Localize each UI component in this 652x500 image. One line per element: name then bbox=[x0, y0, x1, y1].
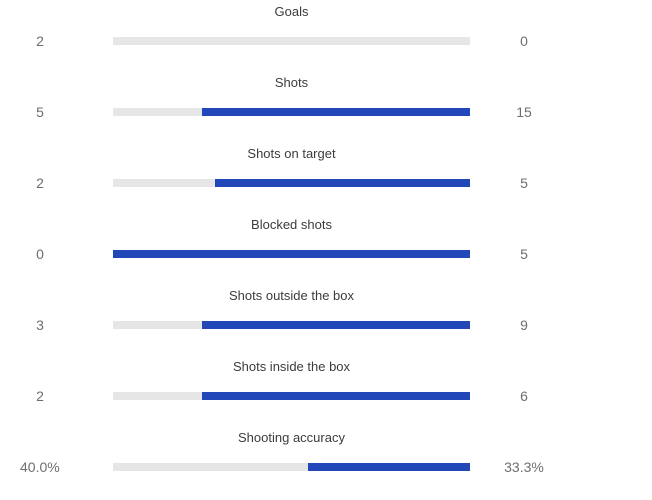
stat-label: Shooting accuracy bbox=[238, 430, 345, 445]
away-value: 9 bbox=[520, 317, 528, 333]
stat-row-goals: Goals 2 0 bbox=[0, 3, 652, 63]
home-value: 2 bbox=[36, 175, 44, 191]
away-value: 5 bbox=[520, 246, 528, 262]
stat-row-shots-on-target: Shots on target 2 5 bbox=[0, 145, 652, 205]
stat-row-shots-inside-box: Shots inside the box 2 6 bbox=[0, 358, 652, 418]
away-fill bbox=[202, 392, 470, 400]
stat-bar bbox=[113, 463, 470, 471]
stat-label: Shots bbox=[274, 75, 309, 90]
away-value: 0 bbox=[520, 33, 528, 49]
away-fill bbox=[113, 250, 470, 258]
away-value: 5 bbox=[520, 175, 528, 191]
home-value: 2 bbox=[36, 33, 44, 49]
stat-bar bbox=[113, 392, 470, 400]
away-fill bbox=[307, 463, 470, 471]
stat-bar bbox=[113, 179, 470, 187]
stat-label: Shots outside the box bbox=[228, 288, 355, 303]
stat-bar bbox=[113, 37, 470, 45]
home-value: 2 bbox=[36, 388, 44, 404]
stat-row-shots-outside-box: Shots outside the box 3 9 bbox=[0, 287, 652, 347]
home-value: 0 bbox=[36, 246, 44, 262]
away-fill bbox=[215, 179, 470, 187]
away-value: 6 bbox=[520, 388, 528, 404]
away-value: 33.3% bbox=[504, 459, 544, 475]
stat-label: Blocked shots bbox=[251, 217, 332, 232]
away-value: 15 bbox=[516, 104, 532, 120]
stat-row-blocked-shots: Blocked shots 0 5 bbox=[0, 216, 652, 276]
stat-bar bbox=[113, 321, 470, 329]
stat-label: Goals bbox=[274, 4, 309, 19]
away-fill bbox=[202, 108, 470, 116]
home-value: 3 bbox=[36, 317, 44, 333]
stat-bar bbox=[113, 108, 470, 116]
stat-row-shooting-accuracy: Shooting accuracy 40.0% 33.3% bbox=[0, 429, 652, 489]
stat-label: Shots on target bbox=[247, 146, 336, 161]
home-value: 40.0% bbox=[20, 459, 60, 475]
stat-row-shots: Shots 5 15 bbox=[0, 74, 652, 134]
away-fill bbox=[202, 321, 470, 329]
stat-bar bbox=[113, 250, 470, 258]
stat-label: Shots inside the box bbox=[232, 359, 351, 374]
home-value: 5 bbox=[36, 104, 44, 120]
